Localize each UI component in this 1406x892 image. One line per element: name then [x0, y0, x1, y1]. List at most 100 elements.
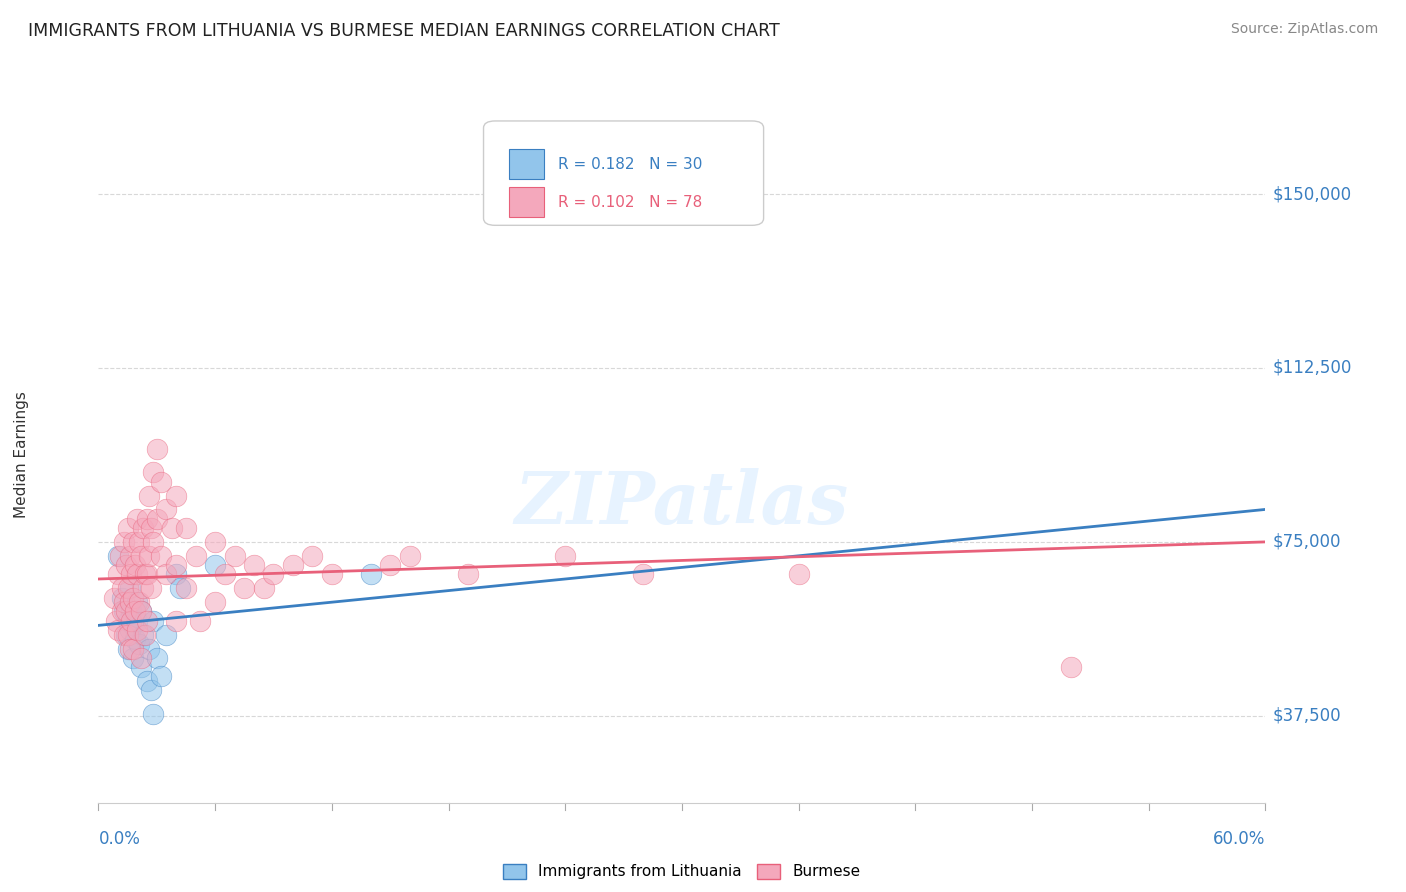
Point	[321, 567, 343, 582]
Point	[155, 567, 177, 582]
Text: ZIPatlas: ZIPatlas	[515, 468, 849, 539]
Point	[118, 582, 141, 596]
Text: Median Earnings: Median Earnings	[14, 392, 28, 518]
Point	[301, 549, 323, 563]
Point	[155, 502, 177, 516]
Point	[129, 605, 152, 619]
Point	[146, 442, 169, 456]
Point	[262, 567, 284, 582]
Point	[554, 549, 576, 563]
Point	[112, 534, 135, 549]
Point	[204, 534, 226, 549]
Text: $112,500: $112,500	[1272, 359, 1351, 377]
Legend: Immigrants from Lithuania, Burmese: Immigrants from Lithuania, Burmese	[498, 857, 866, 886]
Text: R = 0.102   N = 78: R = 0.102 N = 78	[558, 194, 703, 210]
Point	[122, 641, 145, 656]
Text: 60.0%: 60.0%	[1213, 830, 1265, 847]
Point	[107, 567, 129, 582]
Point	[149, 669, 172, 683]
Point	[188, 614, 211, 628]
Point	[174, 582, 197, 596]
Point	[138, 489, 160, 503]
Point	[122, 591, 145, 605]
Point	[127, 614, 149, 628]
Point	[129, 660, 152, 674]
Point	[138, 549, 160, 563]
Point	[224, 549, 246, 563]
Point	[121, 605, 143, 619]
Point	[111, 582, 134, 596]
Point	[136, 674, 159, 689]
Point	[184, 549, 207, 563]
Point	[787, 567, 810, 582]
Point	[118, 549, 141, 563]
Point	[118, 595, 141, 609]
Point	[142, 466, 165, 480]
Point	[134, 567, 156, 582]
Text: $37,500: $37,500	[1272, 706, 1341, 725]
Point	[127, 595, 149, 609]
Point	[233, 582, 256, 596]
Point	[134, 628, 156, 642]
Point	[128, 637, 150, 651]
Point	[117, 628, 139, 642]
Point	[129, 651, 152, 665]
Text: 0.0%: 0.0%	[98, 830, 141, 847]
FancyBboxPatch shape	[509, 187, 544, 217]
Point	[139, 683, 162, 698]
Point	[129, 605, 152, 619]
Point	[149, 475, 172, 489]
Text: $75,000: $75,000	[1272, 533, 1341, 551]
Point	[398, 549, 420, 563]
Point	[214, 567, 236, 582]
Point	[122, 618, 145, 632]
Point	[103, 591, 125, 605]
Point	[127, 511, 149, 525]
Point	[117, 521, 139, 535]
Point	[378, 558, 402, 573]
FancyBboxPatch shape	[484, 121, 763, 226]
Point	[204, 558, 226, 573]
Point	[117, 614, 139, 628]
Point	[149, 549, 172, 563]
Point	[138, 641, 160, 656]
Point	[117, 641, 139, 656]
Point	[146, 511, 169, 525]
Point	[204, 595, 226, 609]
Point	[142, 614, 165, 628]
Text: IMMIGRANTS FROM LITHUANIA VS BURMESE MEDIAN EARNINGS CORRELATION CHART: IMMIGRANTS FROM LITHUANIA VS BURMESE MED…	[28, 22, 780, 40]
Point	[165, 567, 187, 582]
Point	[111, 605, 134, 619]
Point	[107, 623, 129, 637]
Point	[127, 623, 149, 637]
Point	[174, 521, 197, 535]
Text: Source: ZipAtlas.com: Source: ZipAtlas.com	[1230, 22, 1378, 37]
Point	[121, 614, 143, 628]
Point	[142, 706, 165, 721]
Point	[118, 641, 141, 656]
Point	[124, 605, 146, 619]
Point	[155, 628, 177, 642]
Point	[112, 605, 135, 619]
Point	[146, 651, 169, 665]
Point	[169, 582, 191, 596]
Point	[124, 558, 146, 573]
Point	[107, 549, 129, 563]
Point	[631, 567, 654, 582]
Point	[122, 534, 145, 549]
Point	[139, 582, 162, 596]
Point	[139, 521, 162, 535]
Point	[121, 567, 143, 582]
Point	[128, 534, 150, 549]
Point	[112, 595, 135, 609]
Point	[127, 567, 149, 582]
FancyBboxPatch shape	[509, 150, 544, 178]
Point	[1060, 660, 1083, 674]
Point	[162, 521, 184, 535]
Point	[112, 628, 135, 642]
Point	[114, 605, 136, 619]
Point	[132, 628, 155, 642]
Point	[165, 489, 187, 503]
Point	[128, 595, 150, 609]
Point	[111, 591, 134, 605]
